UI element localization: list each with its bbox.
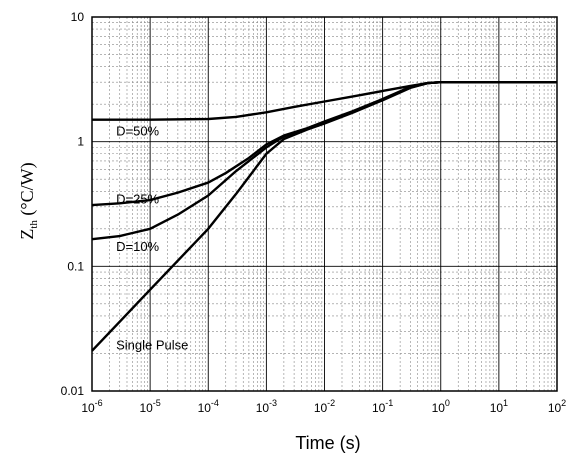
label-d-50: D=50%: [116, 124, 159, 139]
y-axis-title-unit: (°C/W): [17, 162, 38, 220]
x-tick-label: 10-1: [372, 398, 393, 415]
curves: [91, 80, 557, 352]
plot-frame: [91, 16, 558, 392]
annotations: D=50% D=25% D=10% Single Pulse: [116, 124, 188, 353]
x-tick-label: 10-4: [198, 398, 219, 415]
y-tick-label: 0.01: [61, 384, 85, 398]
y-axis-title: Zth (°C/W): [17, 162, 40, 239]
x-tick-base: 10: [432, 401, 446, 415]
y-tick-label: 1: [77, 135, 84, 149]
y-axis-title-main: Z: [17, 229, 37, 240]
y-axis-title-sub: th: [28, 220, 40, 229]
x-tick-base: 10: [314, 401, 328, 415]
x-tick-label: 101: [490, 398, 508, 415]
x-tick-label: 102: [548, 398, 566, 415]
x-tick-label: 10-6: [81, 398, 102, 415]
x-tick-base: 10: [198, 401, 212, 415]
x-tick-exponent: 2: [561, 398, 566, 408]
x-tick-base: 10: [139, 401, 153, 415]
y-tick-label: 10: [71, 10, 85, 24]
x-tick-base: 10: [490, 401, 504, 415]
x-tick-exponent: -3: [269, 398, 277, 408]
x-tick-labels: 10-6 10-5 10-4 10-3 10-2 10-1 100 101 102: [81, 398, 566, 415]
x-tick-base: 10: [372, 401, 386, 415]
curve-single-pulse: [91, 80, 557, 352]
y-tick-labels: 10 1 0.1 0.01: [61, 10, 85, 398]
x-tick-label: 10-3: [256, 398, 277, 415]
x-tick-exponent: -4: [211, 398, 219, 408]
x-axis-title: Time (s): [295, 433, 360, 453]
x-tick-label: 10-5: [139, 398, 160, 415]
x-tick-label: 10-2: [314, 398, 335, 415]
x-tick-base: 10: [548, 401, 562, 415]
x-tick-exponent: -5: [153, 398, 161, 408]
x-tick-exponent: -2: [327, 398, 335, 408]
x-tick-exponent: 1: [503, 398, 508, 408]
major-grid: [92, 17, 557, 391]
label-d-10: D=10%: [116, 239, 159, 254]
x-tick-exponent: -6: [95, 398, 103, 408]
y-tick-label: 0.1: [67, 259, 84, 273]
x-tick-base: 10: [81, 401, 95, 415]
x-tick-exponent: -1: [385, 398, 393, 408]
x-tick-exponent: 0: [445, 398, 450, 408]
x-tick-label: 100: [432, 398, 450, 415]
label-single-pulse: Single Pulse: [116, 338, 188, 353]
x-tick-base: 10: [256, 401, 270, 415]
label-d-25: D=25%: [116, 191, 159, 206]
